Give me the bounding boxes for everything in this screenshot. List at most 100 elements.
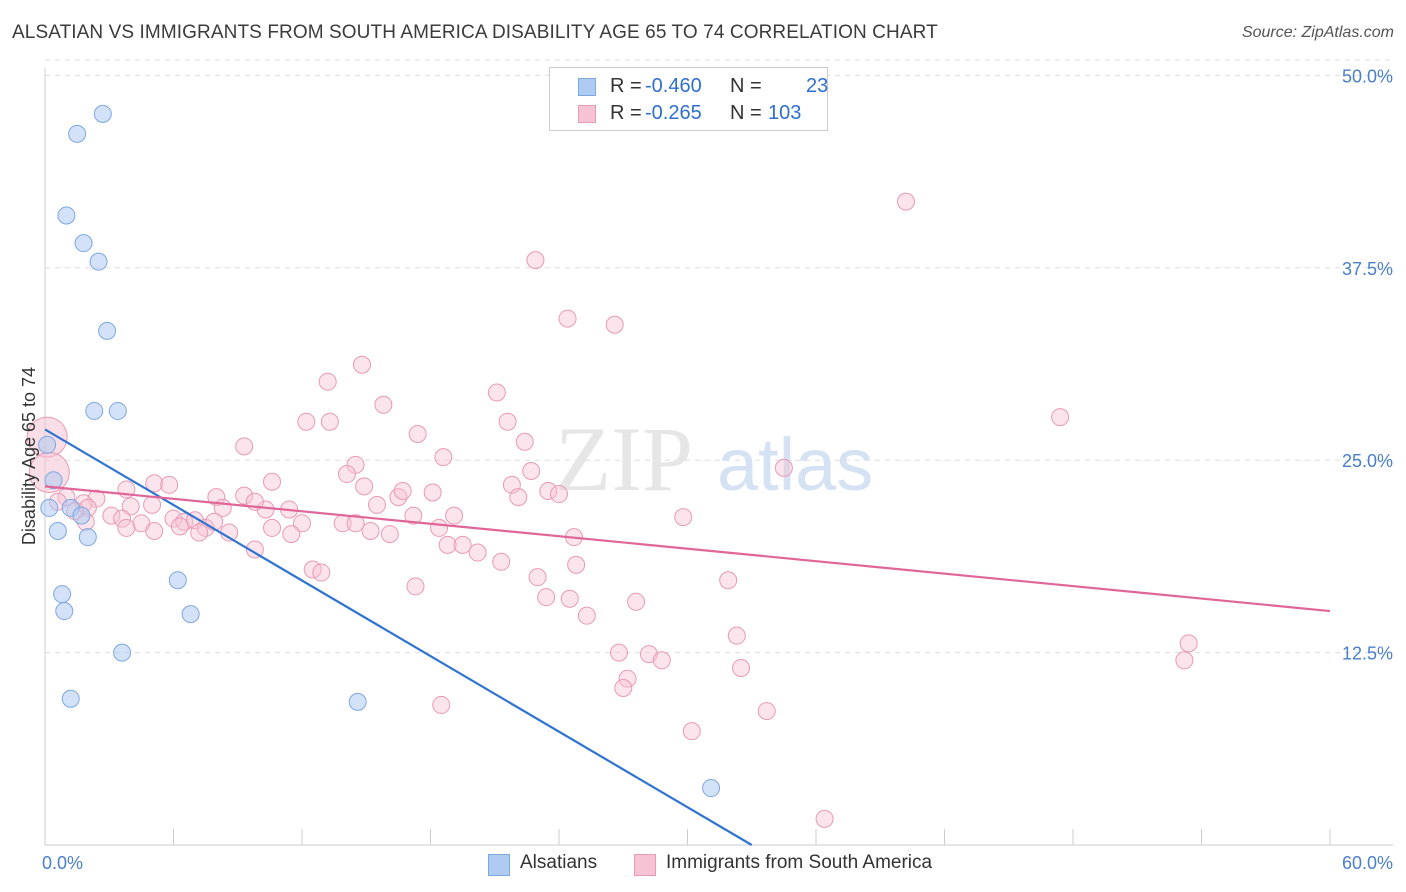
- immigrants-trend-line: [44, 485, 1331, 613]
- immigrants-point: [618, 669, 637, 688]
- immigrants-series: [26, 192, 1198, 828]
- y-tick-label: 12.5%: [1342, 644, 1393, 664]
- legend-n-value: 103: [768, 102, 802, 124]
- immigrants-point: [117, 518, 136, 537]
- immigrants-point: [509, 488, 528, 507]
- bottom-legend-label: Immigrants from South America: [666, 852, 933, 873]
- immigrants-point: [423, 483, 442, 502]
- watermark-zip: ZIP: [555, 408, 693, 510]
- legend-n-value: 23: [806, 75, 829, 97]
- immigrants-point: [627, 592, 646, 611]
- immigrants-point: [1051, 408, 1070, 427]
- alsatians-point: [48, 522, 67, 540]
- alsatians-point: [40, 498, 59, 517]
- immigrants-point: [318, 372, 337, 391]
- alsatians-point: [93, 104, 112, 123]
- bottom-legend-swatch-pink: [634, 854, 656, 876]
- immigrants-point: [293, 514, 311, 533]
- trend-lines: [44, 428, 1331, 846]
- immigrants-point: [434, 448, 453, 467]
- alsatians-point: [72, 506, 91, 525]
- immigrants-point: [170, 517, 189, 536]
- immigrants-point: [498, 412, 517, 431]
- immigrants-point: [352, 355, 371, 374]
- immigrants-point: [408, 425, 427, 444]
- legend-swatch-pink: [578, 105, 596, 123]
- immigrants-point: [235, 486, 254, 505]
- alsatians-point: [168, 571, 187, 590]
- immigrants-point: [487, 383, 506, 402]
- alsatians-point: [74, 234, 93, 253]
- immigrants-point: [374, 395, 393, 414]
- immigrants-point: [727, 626, 746, 645]
- immigrants-point: [355, 477, 374, 496]
- immigrants-point: [560, 589, 579, 608]
- correlation-legend: R = -0.460 N = 23 R = -0.265 N = 103: [549, 67, 828, 131]
- alsatians-point: [68, 124, 87, 143]
- immigrants-point: [674, 508, 693, 527]
- immigrants-point: [145, 474, 164, 493]
- alsatians-point: [108, 401, 127, 420]
- legend-r-value: -0.460: [645, 75, 702, 97]
- immigrants-point: [732, 658, 751, 677]
- immigrants-point: [367, 495, 386, 514]
- legend-n-label: N =: [730, 75, 762, 97]
- bottom-legend-swatch-blue: [488, 854, 510, 876]
- immigrants-point: [320, 412, 339, 431]
- immigrants-point: [468, 543, 487, 562]
- watermark: ZIP atlas: [555, 408, 873, 510]
- immigrants-point: [614, 679, 633, 697]
- immigrants-point: [113, 509, 132, 528]
- alsatians-point: [181, 605, 200, 624]
- immigrants-point: [609, 643, 628, 662]
- immigrants-point: [605, 315, 624, 334]
- chart-title: ALSATIAN VS IMMIGRANTS FROM SOUTH AMERIC…: [12, 22, 938, 43]
- immigrants-point: [1179, 634, 1198, 653]
- immigrants-point: [453, 535, 472, 554]
- immigrants-point: [896, 192, 915, 211]
- immigrants-point: [190, 523, 209, 542]
- alsatians-point: [61, 689, 80, 708]
- immigrants-point: [1175, 651, 1194, 670]
- alsatians-point: [113, 643, 132, 662]
- watermark-atlas: atlas: [717, 423, 873, 506]
- immigrants-point: [430, 518, 449, 537]
- immigrants-point: [438, 535, 457, 554]
- immigrants-point: [406, 577, 425, 596]
- immigrants-point: [393, 481, 412, 500]
- alsatians-point: [53, 585, 72, 604]
- immigrants-point: [164, 509, 183, 528]
- gridlines: [45, 59, 1393, 654]
- immigrants-point: [526, 251, 545, 270]
- alsatians-point: [78, 528, 97, 547]
- legend-swatch-blue: [578, 78, 596, 96]
- y-axis-label: Disability Age 65 to 74: [19, 367, 39, 545]
- immigrants-point: [121, 497, 140, 516]
- immigrants-point: [102, 506, 121, 525]
- immigrants-point: [432, 695, 451, 714]
- immigrants-point: [550, 485, 568, 504]
- alsatians-point: [57, 206, 76, 225]
- immigrants-point: [774, 458, 793, 477]
- alsatians-point: [85, 401, 104, 420]
- x-tick-label: 0.0%: [42, 853, 83, 873]
- immigrants-point: [682, 722, 701, 741]
- alsatians-point: [98, 321, 117, 340]
- legend-r-value: -0.265: [645, 102, 702, 124]
- source-label: Source: ZipAtlas.com: [1241, 24, 1394, 41]
- legend-r-label: R =: [610, 102, 642, 124]
- alsatians-point: [348, 692, 367, 711]
- immigrants-point: [235, 437, 254, 456]
- immigrants-point: [445, 506, 464, 525]
- legend-row-immigrants: R = -0.265 N = 103: [550, 100, 827, 128]
- y-tick-label: 50.0%: [1342, 66, 1393, 86]
- immigrants-point: [757, 702, 776, 721]
- immigrants-point: [160, 475, 179, 494]
- alsatians-point: [702, 779, 721, 798]
- immigrants-point: [577, 606, 596, 625]
- immigrants-point: [312, 563, 331, 582]
- immigrants-point: [404, 506, 423, 525]
- immigrants-point: [282, 525, 301, 544]
- immigrants-point: [207, 488, 226, 507]
